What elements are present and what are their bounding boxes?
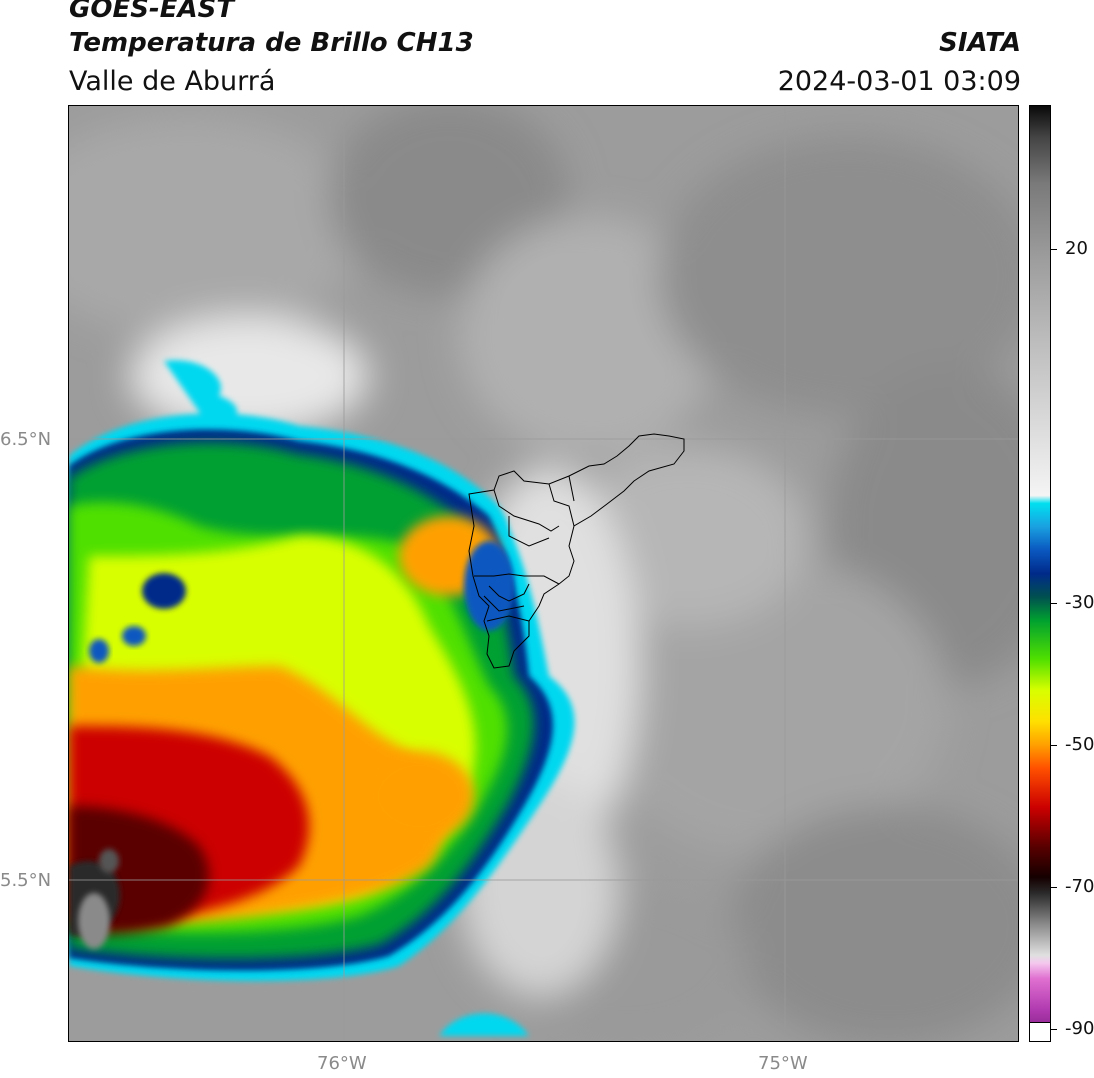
colorbar-tick	[1051, 745, 1057, 746]
lat-label-5-5: 5.5°N	[0, 870, 52, 891]
organization-label: SIATA	[939, 28, 1021, 58]
lon-label-75w: 75°W	[758, 1053, 808, 1074]
lat-label-6-5: 6.5°N	[0, 429, 52, 450]
gray-cloud-texture	[69, 106, 1018, 1041]
temperature-colorbar	[1029, 105, 1051, 1042]
colorbar-label-minus-90: -90	[1065, 1018, 1094, 1039]
colorbar-label-minus-70: -70	[1065, 876, 1094, 897]
cold-cloud-contours	[69, 360, 575, 1036]
colorbar-tick	[1051, 887, 1057, 888]
colorbar-label-20: 20	[1065, 238, 1088, 259]
graticule	[69, 106, 1018, 1041]
colorbar-tick	[1051, 1029, 1057, 1030]
satellite-title: GOES-EAST	[69, 0, 235, 24]
brightness-temperature-image	[69, 106, 1018, 1041]
colorbar-extend-white	[1030, 1022, 1050, 1041]
satellite-map[interactable]	[68, 105, 1019, 1042]
colorbar-tick	[1051, 603, 1057, 604]
datetime-label: 2024-03-01 03:09	[777, 66, 1021, 97]
lon-label-76w: 76°W	[317, 1053, 367, 1074]
colorbar-label-minus-50: -50	[1065, 734, 1094, 755]
municipal-boundaries	[468, 433, 685, 669]
colorbar-label-minus-30: -30	[1065, 592, 1094, 613]
region-label: Valle de Aburrá	[69, 66, 276, 97]
product-title: Temperatura de Brillo CH13	[69, 28, 474, 58]
colorbar-tick	[1051, 249, 1057, 250]
